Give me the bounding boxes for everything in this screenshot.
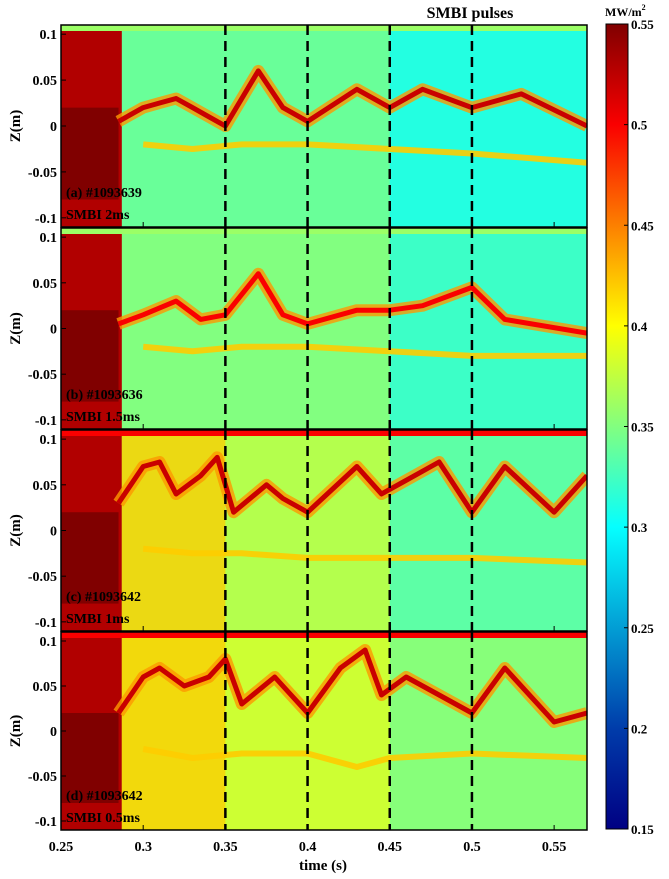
y-tick-label: -0.05 [28, 368, 57, 383]
heatmap-late-region [389, 25, 587, 227]
y-axis-label: Z(m) [8, 514, 24, 547]
heatmap-early-core [61, 512, 119, 604]
panel-smbi-label: SMBI 1.5ms [66, 410, 140, 425]
y-tick-label: 0.05 [33, 479, 58, 494]
x-tick-label: 0.45 [378, 840, 403, 855]
top-edge-band [61, 228, 587, 234]
panel-smbi-label: SMBI 2ms [66, 208, 130, 223]
heatmap-warm-region [121, 632, 226, 830]
top-edge-band [61, 632, 587, 638]
panel-shot-label: (a) #1093639 [66, 186, 142, 201]
colorbar-tick-label: 0.2 [631, 721, 647, 736]
y-tick-label: -0.1 [35, 815, 57, 830]
x-axis-ticks: 0.25 0.3 0.35 0.4 0.45 0.5 0.55 [49, 840, 567, 855]
x-tick-label: 0.55 [542, 840, 567, 855]
y-tick-label: -0.1 [35, 616, 57, 631]
x-tick-label: 0.5 [463, 840, 481, 855]
colorbar-tick-label: 0.25 [631, 621, 654, 636]
panel-a: 0.1 0.05 0 -0.05 -0.1 Z(m) (a) #1093639 SMBI 2m… [8, 24, 588, 228]
lower-heat-band [142, 746, 587, 770]
panel-smbi-label: SMBI 1ms [66, 612, 130, 627]
colorbar-tick-label: 0.55 [631, 17, 654, 32]
x-tick-label: 0.4 [299, 840, 317, 855]
panel-smbi-label: SMBI 0.5ms [66, 811, 140, 826]
panel-c: 0.1 0.05 0 -0.05 -0.1 Z(m) (c) #1093642 SMBI 1m… [8, 429, 588, 632]
y-tick-label: -0.05 [28, 770, 57, 785]
y-tick-label: -0.1 [35, 414, 57, 429]
y-tick-label: -0.05 [28, 570, 57, 585]
y-tick-label: 0 [50, 120, 57, 135]
y-tick-label: 0.1 [40, 28, 58, 43]
colorbar-tick-label: 0.35 [631, 420, 654, 435]
panel-shot-label: (b) #1093636 [66, 388, 143, 403]
y-tick-label: 0.1 [40, 433, 58, 448]
y-axis-label: Z(m) [8, 715, 24, 748]
y-tick-label: 0.1 [40, 231, 58, 246]
colorbar-tick-label: 0.4 [631, 319, 648, 334]
y-tick-label: 0.05 [33, 277, 58, 292]
y-tick-label: 0.05 [33, 680, 58, 695]
upper-heat-band [116, 454, 587, 515]
top-edge-band [61, 25, 587, 31]
y-tick-label: -0.05 [28, 166, 57, 181]
top-edge-band [61, 430, 587, 436]
colorbar-tick-label: 0.45 [631, 218, 654, 233]
lower-heat-band [142, 545, 587, 566]
y-tick-label: 0 [50, 525, 57, 540]
upper-heat-band [117, 271, 587, 336]
y-axis-label: Z(m) [8, 312, 24, 345]
y-tick-label: 0 [50, 725, 57, 740]
colorbar-unit-label: MW/m2 [605, 3, 646, 19]
colorbar: 0.55 0.5 0.45 0.4 0.35 0.3 0.25 0.2 0.15 [605, 17, 654, 837]
heatmap-early-core [61, 107, 119, 200]
x-axis-label: time (s) [299, 858, 347, 874]
y-tick-label: 0 [50, 323, 57, 338]
y-tick-label: -0.1 [35, 212, 57, 227]
panel-d: 0.1 0.05 0 -0.05 -0.1 Z(m) (d) #1093642 SMBI 0.… [8, 631, 588, 831]
heatmap-late-region [389, 632, 587, 830]
heatmap-panels: 0.1 0.05 0 -0.05 -0.1 Z(m) (a) #1093639 SMBI 2m… [8, 24, 588, 831]
heatmap-early-core [61, 310, 119, 402]
panel-b: 0.1 0.05 0 -0.05 -0.1 Z(m) (b) #1093636 SMBI 1.… [8, 227, 588, 430]
colorbar-tick-label: 0.5 [631, 118, 648, 133]
y-axis-label: Z(m) [8, 110, 24, 143]
heatmap-late-region [389, 430, 587, 631]
x-tick-label: 0.3 [134, 840, 152, 855]
colorbar-tick-label: 0.3 [631, 520, 648, 535]
y-tick-label: 0.1 [40, 635, 58, 650]
y-tick-label: 0.05 [33, 74, 58, 89]
panel-shot-label: (c) #1093642 [66, 590, 141, 605]
x-tick-label: 0.25 [49, 840, 74, 855]
x-tick-label: 0.35 [213, 840, 238, 855]
colorbar-tick-label: 0.15 [631, 822, 654, 837]
upper-heat-band [117, 68, 587, 129]
panel-shot-label: (d) #1093642 [66, 789, 143, 804]
smbi-pulses-annotation: SMBI pulses [427, 5, 514, 22]
heatmap-early-core [61, 713, 119, 803]
